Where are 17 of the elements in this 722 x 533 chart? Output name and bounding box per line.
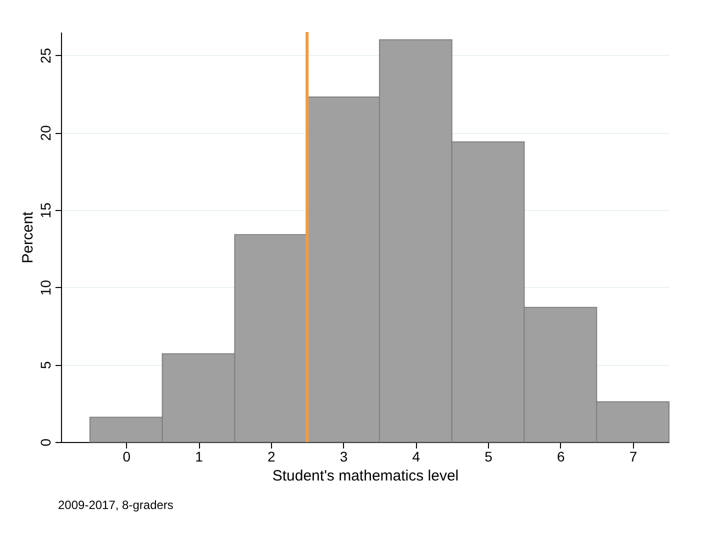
x-tick-label: 5	[484, 448, 493, 464]
x-tick-label: 7	[629, 448, 638, 464]
x-tick-label: 2	[268, 448, 276, 464]
x-tick-label: 4	[412, 448, 420, 464]
x-tick-label: 3	[340, 448, 348, 464]
y-tick-label: 20	[38, 125, 54, 141]
x-axis-title: Student's mathematics level	[272, 468, 459, 484]
y-tick-label: 25	[38, 48, 54, 64]
y-tick-label: 0	[38, 438, 54, 446]
y-tick-label: 5	[38, 361, 54, 370]
y-tick-label: 15	[38, 202, 54, 218]
y-axis-title: Percent	[20, 210, 36, 264]
text: 2009-2017, 8-graders	[58, 498, 174, 512]
y-tick-label: 10	[38, 280, 54, 296]
x-tick-label: 0	[122, 448, 131, 464]
x-tick-label: 6	[557, 448, 566, 464]
x-tick-label: 1	[195, 448, 204, 464]
